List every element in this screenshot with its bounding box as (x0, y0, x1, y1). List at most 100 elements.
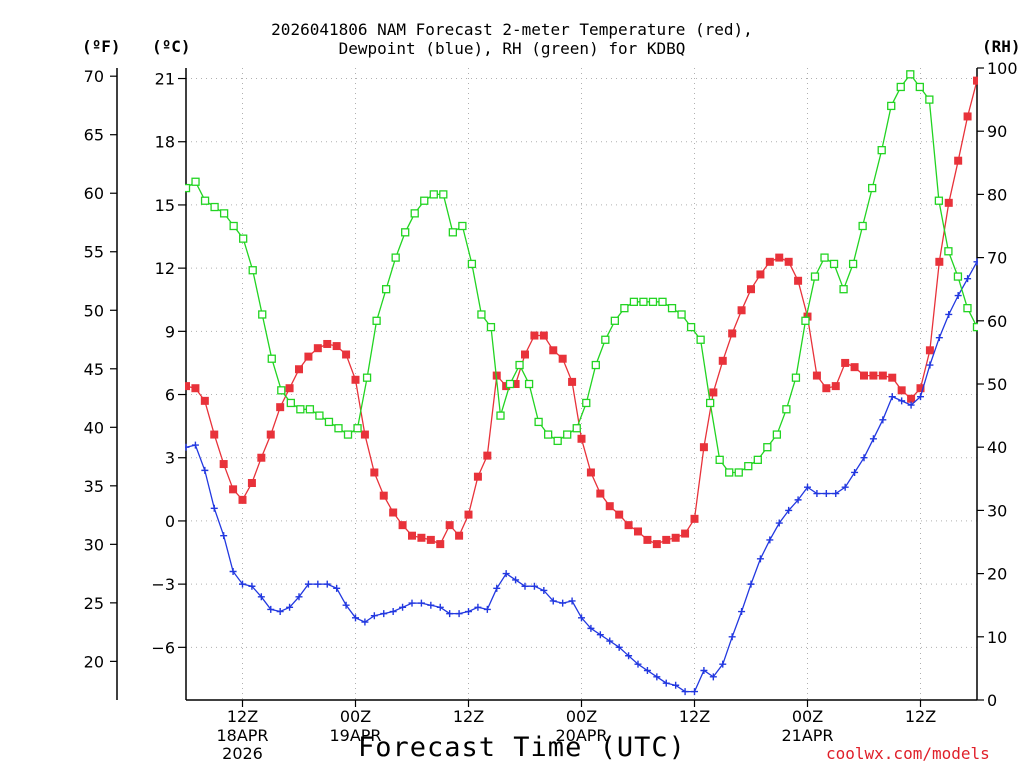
dewpoint-point (804, 483, 811, 491)
temperature-point (690, 514, 699, 523)
rh-point (458, 221, 467, 231)
x-tick-label: 00Z (566, 707, 597, 726)
temperature-point (436, 540, 445, 549)
rh-point (858, 221, 867, 231)
rh-point (239, 234, 248, 243)
dewpoint-point (352, 614, 359, 622)
dewpoint-point (841, 483, 849, 491)
dewpoint-point (380, 610, 388, 618)
series-temperature (185, 76, 978, 549)
temperature-point (426, 535, 435, 544)
temperature-point (483, 451, 492, 460)
temperature-point (624, 521, 633, 530)
temperature-point (963, 112, 972, 121)
rh-point (839, 285, 848, 294)
dewpoint-point (229, 567, 237, 575)
temperature-point (775, 253, 784, 262)
rh-point (229, 221, 238, 231)
temperature-point (247, 479, 256, 488)
temperature-point (822, 384, 831, 393)
temperature-point (747, 285, 755, 294)
rh-point (763, 443, 772, 452)
temperature-point (643, 535, 652, 544)
rh-point (725, 468, 734, 477)
dewpoint-point (530, 582, 538, 590)
temperature-point (652, 540, 661, 549)
temperature-point (718, 356, 727, 365)
dewpoint-point (738, 608, 746, 616)
rh-point (715, 455, 724, 464)
dewpoint-point (832, 490, 840, 498)
temperature-point (973, 76, 978, 85)
dewpoint-point (954, 292, 962, 300)
fahrenheit-tick-label: 50 (84, 301, 104, 320)
temperature-point (681, 529, 690, 538)
rh-point (401, 228, 410, 237)
rh-point (677, 310, 686, 319)
dewpoint-point (455, 610, 463, 618)
rh-point (744, 462, 753, 471)
dewpoint-point (521, 582, 529, 590)
fahrenheit-tick-label: 45 (84, 360, 104, 379)
x-date-label: 20APR (555, 726, 607, 745)
dewpoint-point (935, 334, 943, 342)
rh-point (868, 183, 877, 193)
rh-point (753, 455, 762, 464)
fahrenheit-tick-label: 60 (84, 184, 104, 203)
x-year-label: 2026 (222, 744, 263, 763)
temperature-point (944, 198, 953, 207)
dewpoint-point (691, 688, 698, 696)
rh-point (648, 297, 658, 306)
rh-point (915, 82, 924, 92)
dewpoint-point (370, 612, 378, 620)
dewpoint-point (775, 519, 783, 527)
temperature-point (313, 344, 322, 353)
temperature-point (455, 531, 464, 540)
rh-point (362, 373, 372, 382)
dewpoint-point (408, 599, 416, 607)
dewpoint-point (898, 397, 906, 405)
rh-tick-label: 60 (987, 312, 1007, 331)
celsius-tick-label: −6 (151, 638, 175, 657)
rh-tick-label: 20 (987, 565, 1007, 584)
temperature-point (539, 331, 548, 340)
rh-point (696, 335, 705, 344)
rh-point (896, 82, 905, 92)
rh-point (429, 190, 438, 199)
dewpoint-point (766, 536, 774, 544)
rh-point (200, 196, 210, 205)
rh-point (420, 196, 429, 205)
temperature-point (276, 403, 285, 412)
dewpoint-point (201, 466, 209, 474)
rh-point (944, 247, 953, 256)
rh-point (324, 417, 334, 427)
temperature-point (351, 375, 360, 384)
temperature-point (765, 257, 774, 266)
dewpoint-point (399, 603, 407, 611)
celsius-tick-label: 21 (155, 70, 175, 89)
x-tick-label: 12Z (453, 707, 484, 726)
dewpoint-point (653, 673, 661, 681)
rh-point (820, 253, 829, 262)
dewpoint-point (257, 593, 265, 601)
rh-tick-label: 90 (987, 122, 1007, 141)
dewpoint-point (672, 681, 680, 689)
rh-point (848, 259, 858, 269)
temperature-point (238, 495, 247, 504)
temperature-point (549, 346, 558, 355)
temperature-point (888, 373, 897, 382)
dewpoint-point (973, 258, 978, 266)
dewpoint-point (493, 584, 501, 592)
temperature-point (709, 388, 718, 397)
dewpoint-point (559, 599, 567, 607)
rh-tick-label: 100 (987, 59, 1018, 78)
rh-point (505, 379, 515, 389)
rh-point (543, 430, 553, 439)
dewpoint-point (568, 597, 576, 605)
temperature-point (831, 382, 840, 391)
rh-point (515, 360, 524, 370)
dewpoint-point (185, 443, 190, 451)
credit-link[interactable]: coolwx.com/models (826, 744, 990, 763)
rh-point (258, 310, 267, 319)
dewpoint-point (888, 393, 896, 401)
